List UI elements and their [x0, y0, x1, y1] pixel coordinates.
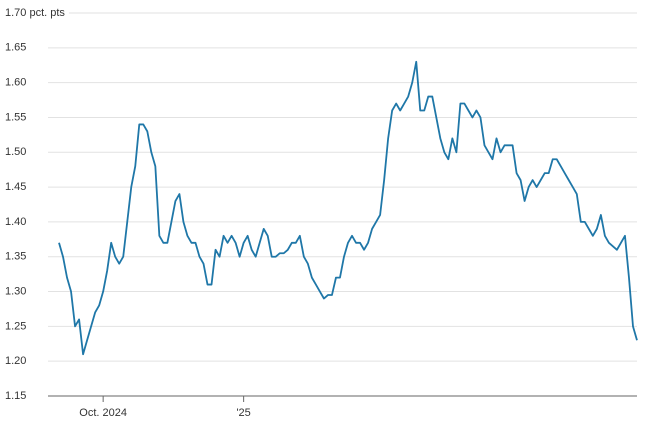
y-tick-label: 1.45 — [5, 181, 26, 193]
y-tick-label: 1.65 — [5, 42, 26, 54]
y-tick-label: 1.15 — [5, 390, 26, 402]
y-tick-label: 1.50 — [5, 146, 26, 158]
y-tick-label: 1.70 pct. pts — [5, 7, 65, 19]
y-tick-label: 1.40 — [5, 216, 26, 228]
y-tick-label: 1.30 — [5, 285, 26, 297]
y-tick-label: 1.35 — [5, 251, 26, 263]
y-tick-label: 1.20 — [5, 355, 26, 367]
y-tick-label: 1.55 — [5, 111, 26, 123]
y-tick-label: 1.60 — [5, 77, 26, 89]
y-tick-label: 1.25 — [5, 320, 26, 332]
x-tick-label: '25 — [236, 407, 250, 419]
x-tick-label: Oct. 2024 — [79, 407, 127, 419]
line-series — [58, 60, 638, 356]
